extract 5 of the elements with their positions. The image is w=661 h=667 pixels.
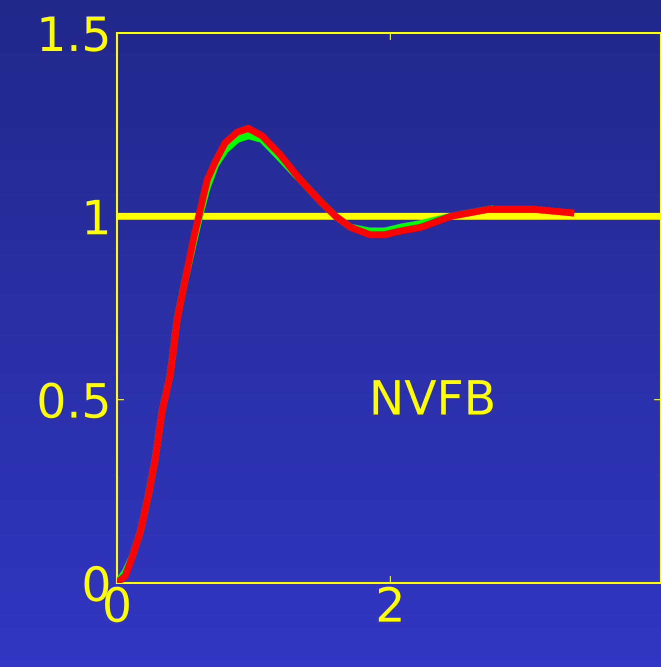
x-tick-label: 2 xyxy=(378,586,401,622)
y-tick-label: 1.5 xyxy=(42,16,108,52)
y-tick-label: 0.5 xyxy=(39,382,108,418)
y-tick-label: 1 xyxy=(86,200,108,234)
annotation: NVFB xyxy=(374,380,493,415)
